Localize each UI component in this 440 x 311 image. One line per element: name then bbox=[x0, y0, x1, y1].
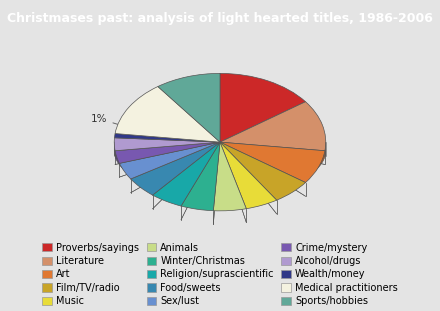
Text: 5%: 5% bbox=[242, 183, 258, 193]
Polygon shape bbox=[131, 166, 153, 185]
Polygon shape bbox=[115, 148, 119, 165]
Text: 13%: 13% bbox=[143, 112, 166, 122]
Wedge shape bbox=[181, 142, 220, 211]
Wedge shape bbox=[220, 102, 326, 151]
Wedge shape bbox=[119, 142, 220, 179]
Polygon shape bbox=[114, 142, 115, 157]
Text: Christmases past: analysis of light hearted titles, 1986-2006: Christmases past: analysis of light hear… bbox=[7, 12, 433, 25]
Text: 4%: 4% bbox=[143, 158, 159, 168]
Wedge shape bbox=[220, 142, 325, 183]
Polygon shape bbox=[325, 142, 326, 157]
Legend: Proverbs/sayings, Literature, Art, Film/TV/radio, Music, Animals, Winter/Christm: Proverbs/sayings, Literature, Art, Film/… bbox=[42, 243, 398, 306]
Wedge shape bbox=[220, 73, 305, 142]
Polygon shape bbox=[153, 177, 181, 193]
Wedge shape bbox=[153, 142, 220, 206]
Wedge shape bbox=[114, 138, 220, 151]
Wedge shape bbox=[115, 142, 220, 163]
Text: 5%: 5% bbox=[195, 185, 212, 195]
Wedge shape bbox=[158, 73, 220, 142]
Text: 12%: 12% bbox=[282, 125, 305, 135]
Text: 15%: 15% bbox=[243, 93, 266, 103]
Text: 1%: 1% bbox=[91, 114, 165, 138]
Polygon shape bbox=[119, 156, 131, 175]
Text: 3%: 3% bbox=[137, 148, 154, 158]
Polygon shape bbox=[277, 168, 305, 189]
Wedge shape bbox=[115, 86, 220, 142]
Wedge shape bbox=[114, 133, 220, 142]
Text: 5%: 5% bbox=[154, 170, 171, 180]
Text: 10%: 10% bbox=[185, 90, 208, 100]
Text: 8%: 8% bbox=[282, 155, 299, 165]
Polygon shape bbox=[181, 184, 213, 196]
Polygon shape bbox=[246, 180, 277, 194]
Wedge shape bbox=[131, 142, 220, 195]
Text: 3%: 3% bbox=[136, 139, 152, 149]
Wedge shape bbox=[213, 142, 246, 211]
Text: 5%: 5% bbox=[219, 186, 235, 196]
Wedge shape bbox=[220, 142, 305, 200]
Wedge shape bbox=[220, 142, 277, 209]
Text: 6%: 6% bbox=[264, 173, 280, 183]
Polygon shape bbox=[305, 148, 325, 177]
Polygon shape bbox=[213, 185, 246, 196]
Text: 5%: 5% bbox=[173, 180, 190, 190]
